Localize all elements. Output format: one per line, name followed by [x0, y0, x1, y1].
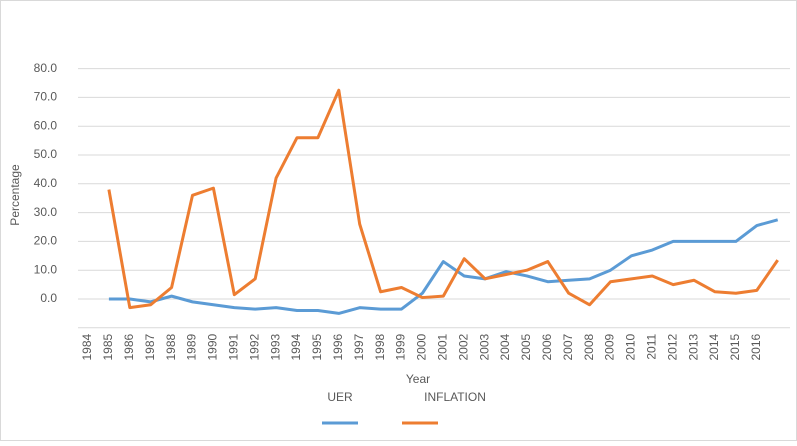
- x-tick-label: 2008: [582, 333, 596, 360]
- legend-label: INFLATION: [424, 390, 486, 404]
- x-tick-label: 1993: [268, 333, 282, 360]
- x-tick-label: 2016: [749, 333, 763, 360]
- x-tick-label: 1999: [394, 333, 408, 360]
- y-tick-label: 10.0: [34, 262, 58, 276]
- x-tick-label: 1997: [352, 333, 366, 360]
- x-tick-label: 1986: [122, 333, 136, 360]
- y-axis-title: Percentage: [8, 164, 22, 226]
- x-tick-label: 2012: [665, 333, 679, 360]
- y-tick-label: 70.0: [34, 90, 58, 104]
- y-tick-label: 20.0: [34, 234, 58, 248]
- y-tick-label: 80.0: [34, 61, 58, 75]
- y-tick-label: 50.0: [34, 147, 58, 161]
- x-tick-label: 1990: [206, 333, 220, 360]
- x-tick-label: 2002: [456, 333, 470, 360]
- x-tick-label: 2010: [624, 333, 638, 360]
- x-tick-label: 1996: [331, 333, 345, 360]
- x-axis-title: Year: [406, 372, 430, 386]
- x-tick-label: 2009: [603, 333, 617, 360]
- x-tick-label: 1984: [80, 333, 94, 360]
- x-tick-label: 2014: [707, 333, 721, 360]
- x-tick-label: 1995: [310, 333, 324, 360]
- x-tick-label: 2001: [435, 333, 449, 360]
- x-tick-label: 2005: [519, 333, 533, 360]
- x-tick-label: 2000: [415, 333, 429, 360]
- x-tick-label: 2003: [477, 333, 491, 360]
- x-tick-label: 2007: [561, 333, 575, 360]
- x-tick-label: 2006: [540, 333, 554, 360]
- y-tick-label: 0.0: [40, 291, 57, 305]
- x-tick-label: 2013: [686, 333, 700, 360]
- x-tick-label: 2004: [498, 333, 512, 360]
- y-tick-label: 30.0: [34, 205, 58, 219]
- line-series: [108, 218, 779, 315]
- x-tick-label: 1994: [289, 333, 303, 360]
- x-tick-label: 1988: [164, 333, 178, 360]
- line-series: [107, 88, 779, 310]
- y-tick-label: 60.0: [34, 118, 58, 132]
- x-tick-label: 1985: [101, 333, 115, 360]
- x-tick-label: 1992: [247, 333, 261, 360]
- x-tick-label: 1989: [185, 333, 199, 360]
- legend-label: UER: [327, 390, 353, 404]
- x-tick-label: 2015: [728, 333, 742, 360]
- x-tick-label: 2011: [644, 333, 658, 359]
- x-tick-label: 1998: [373, 333, 387, 360]
- x-tick-label: 1987: [143, 333, 157, 360]
- x-tick-label: 1991: [226, 333, 240, 360]
- y-tick-label: 40.0: [34, 176, 58, 190]
